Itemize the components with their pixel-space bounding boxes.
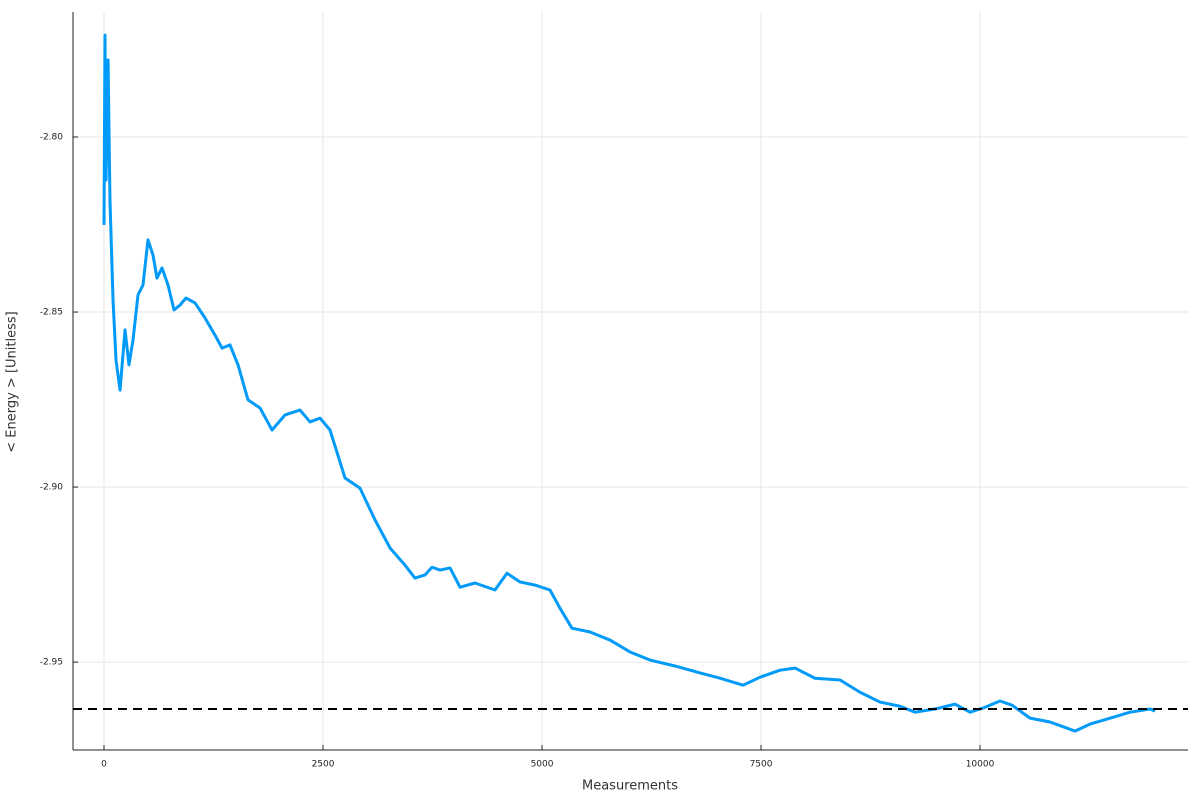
x-tick-label: 7500 [750, 760, 773, 770]
x-tick-label: 2500 [312, 760, 335, 770]
x-tick-label: 0 [101, 760, 107, 770]
y-tick-label: -2.95 [40, 658, 63, 668]
y-tick-label: -2.90 [40, 483, 64, 493]
x-axis-label: Measurements [582, 779, 678, 794]
data-line [102, 33, 1156, 733]
y-tick-label: -2.85 [40, 308, 63, 318]
y-axis-label: < Energy > [Unitless] [5, 311, 20, 452]
y-tick-label: -2.80 [40, 132, 64, 142]
x-tick-label: 5000 [531, 760, 554, 770]
x-tick-label: 10000 [966, 760, 995, 770]
